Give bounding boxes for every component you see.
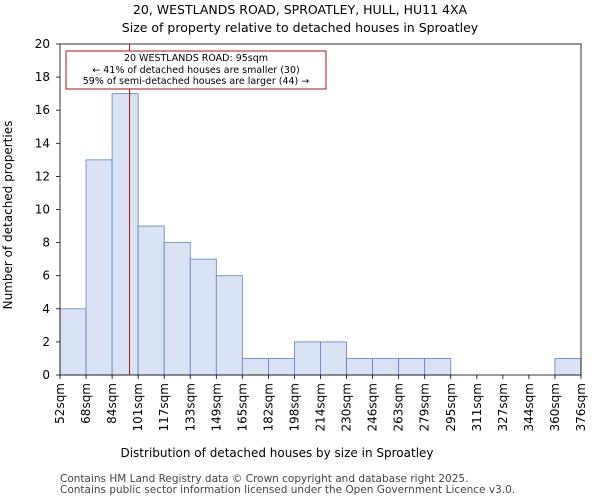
x-tick-label-149sqm: 149sqm xyxy=(209,383,223,431)
y-tick-label-14: 14 xyxy=(35,136,50,150)
x-tick-label-344sqm: 344sqm xyxy=(522,383,536,431)
bar-165sqm xyxy=(241,358,269,376)
y-tick-label-10: 10 xyxy=(35,203,50,217)
bar-230sqm xyxy=(346,358,373,376)
bars-group xyxy=(59,93,582,376)
x-tick-label-295sqm: 295sqm xyxy=(444,383,458,431)
y-tick-label-12: 12 xyxy=(35,169,50,183)
bar-214sqm xyxy=(320,341,347,376)
y-tick-label-20: 20 xyxy=(35,37,50,51)
annotation-line-1: 20 WESTLANDS ROAD: 95sqm xyxy=(124,53,268,64)
x-tick-label-198sqm: 198sqm xyxy=(287,383,301,431)
bar-133sqm xyxy=(189,258,217,376)
y-tick-label-8: 8 xyxy=(42,236,50,250)
x-tick-label-263sqm: 263sqm xyxy=(392,383,406,431)
footer-line-2: Contains public sector information licen… xyxy=(60,484,516,496)
bar-84sqm xyxy=(111,93,139,376)
y-axis-ticks: 0 2 4 6 8 10 12 14 16 18 20 xyxy=(35,37,60,382)
y-tick-label-6: 6 xyxy=(42,269,50,283)
x-tick-label-101sqm: 101sqm xyxy=(131,383,145,431)
x-axis-title: Distribution of detached houses by size … xyxy=(120,446,433,460)
x-tick-label-68sqm: 68sqm xyxy=(79,383,93,424)
annotation-line-3: 59% of semi-detached houses are larger (… xyxy=(83,76,310,87)
y-axis-title: Number of detached properties xyxy=(1,121,15,310)
footer-line-1: Contains HM Land Registry data © Crown c… xyxy=(60,473,469,485)
bar-279sqm xyxy=(424,358,452,376)
x-tick-label-376sqm: 376sqm xyxy=(574,383,588,431)
bar-246sqm xyxy=(372,358,400,376)
annotation-border xyxy=(65,50,327,90)
x-tick-label-84sqm: 84sqm xyxy=(105,383,119,424)
bar-68sqm xyxy=(85,159,113,376)
y-tick-label-2: 2 xyxy=(42,335,50,349)
x-tick-label-133sqm: 133sqm xyxy=(183,383,197,431)
x-tick-label-327sqm: 327sqm xyxy=(496,383,510,431)
bar-52sqm xyxy=(59,308,87,376)
annotation-box: 20 WESTLANDS ROAD: 95sqm ← 41% of detach… xyxy=(65,50,327,90)
x-tick-label-279sqm: 279sqm xyxy=(418,383,432,431)
x-tick-label-182sqm: 182sqm xyxy=(261,383,275,431)
x-tick-label-117sqm: 117sqm xyxy=(157,383,171,431)
y-tick-label-18: 18 xyxy=(35,70,50,84)
bar-182sqm xyxy=(267,358,295,376)
x-tick-label-52sqm: 52sqm xyxy=(53,383,67,424)
x-axis-ticks: 52sqm 68sqm 84sqm 101sqm 117sqm 133sqm 149sqm 1… xyxy=(53,375,588,431)
chart-subtitle: Size of property relative to detached ho… xyxy=(122,20,479,35)
bar-117sqm xyxy=(163,242,191,376)
bar-149sqm xyxy=(215,275,243,376)
x-tick-label-165sqm: 165sqm xyxy=(235,383,249,431)
x-tick-label-230sqm: 230sqm xyxy=(340,383,354,431)
x-tick-label-214sqm: 214sqm xyxy=(314,383,328,431)
y-tick-label-16: 16 xyxy=(35,103,50,117)
bar-263sqm xyxy=(398,358,426,376)
annotation-line-2: ← 41% of detached houses are smaller (30… xyxy=(92,65,299,76)
bar-198sqm xyxy=(294,341,321,376)
chart-title: 20, WESTLANDS ROAD, SPROATLEY, HULL, HU1… xyxy=(133,2,468,17)
y-tick-label-0: 0 xyxy=(42,368,50,382)
bar-101sqm xyxy=(137,225,165,376)
x-tick-label-311sqm: 311sqm xyxy=(470,383,484,431)
plot-frame xyxy=(59,43,582,376)
x-tick-label-360sqm: 360sqm xyxy=(548,383,562,431)
x-tick-label-246sqm: 246sqm xyxy=(366,383,380,431)
bar-360sqm xyxy=(554,358,582,376)
y-tick-label-4: 4 xyxy=(42,302,50,316)
